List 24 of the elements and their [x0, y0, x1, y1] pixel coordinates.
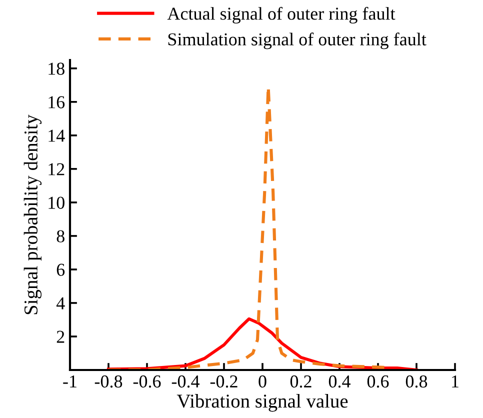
x-tick-label: 0.4 [328, 375, 351, 388]
x-tick-label: -1 [63, 375, 76, 388]
y-tick-label: 12 [48, 163, 64, 176]
y-tick-label: 10 [48, 196, 64, 209]
legend-label: Simulation signal of outer ring fault [168, 32, 426, 50]
y-tick-label: 14 [48, 130, 65, 142]
x-tick-label: 0.6 [367, 375, 389, 388]
x-tick-label: 0.2 [290, 375, 312, 388]
x-tick-label: -0.4 [172, 375, 200, 388]
x-tick-label: -0.6 [133, 375, 161, 388]
x-tick-label: 0.8 [406, 375, 428, 388]
x-axis-title: Vibration signal value [176, 394, 348, 412]
y-tick-label: 4 [56, 297, 65, 310]
legend-label: Actual signal of outer ring fault [167, 6, 396, 24]
y-tick-label: 2 [56, 330, 64, 343]
x-tick-label: 1 [452, 375, 458, 388]
y-tick-label: 16 [48, 96, 65, 108]
y-tick-label: 18 [48, 62, 64, 75]
x-tick-label: -0.2 [210, 375, 238, 388]
y-tick-label: 8 [56, 230, 64, 242]
y-tick-label: 6 [56, 264, 65, 276]
y-axis-title: Signal probability density [24, 114, 42, 314]
x-tick-label: 0 [258, 375, 266, 388]
x-tick-label: -0.8 [94, 375, 122, 388]
